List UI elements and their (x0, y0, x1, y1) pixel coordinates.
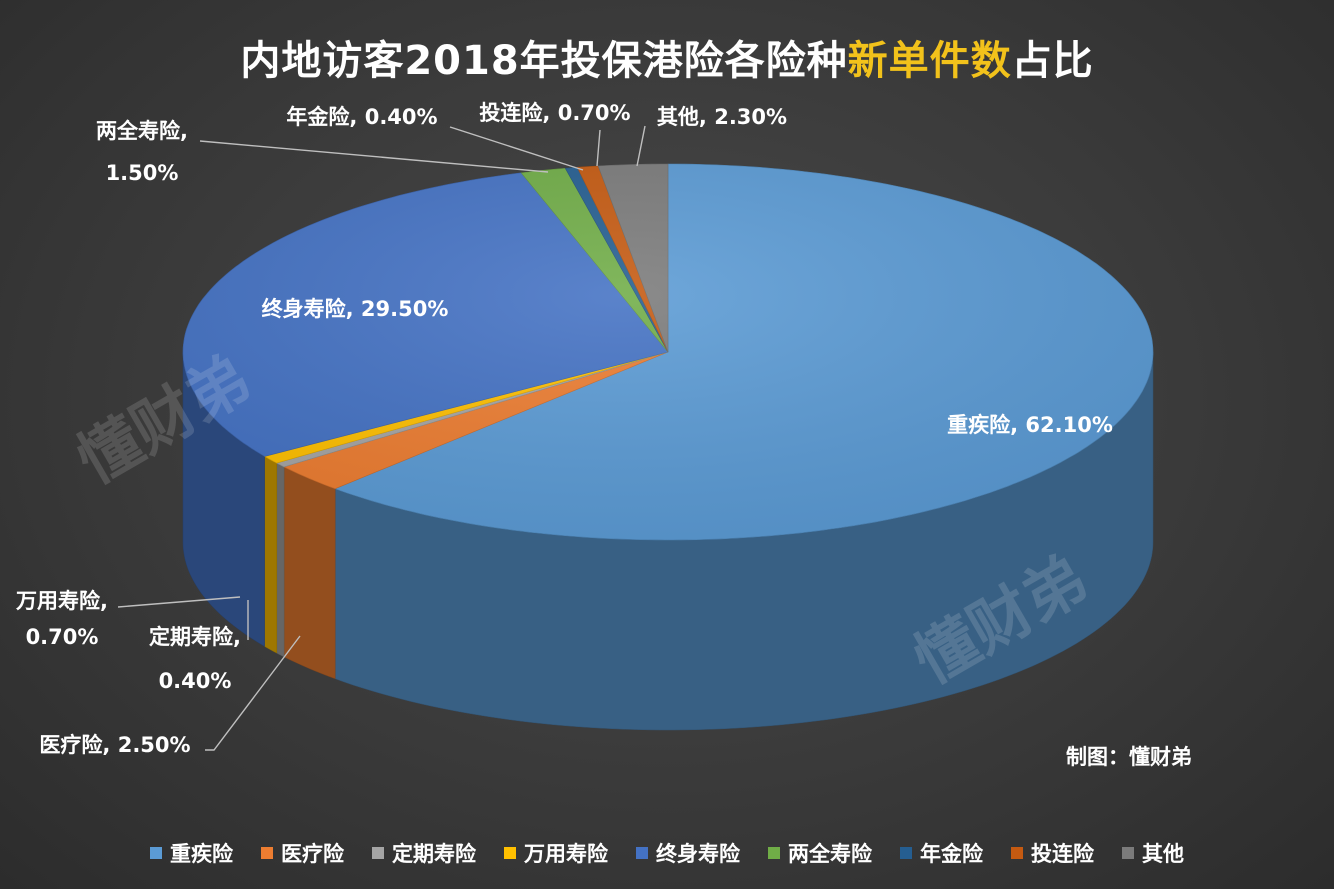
data-label-0: 重疾险, 62.10% (947, 413, 1113, 437)
legend-item-2: 定期寿险 (372, 838, 476, 868)
legend-label: 投连险 (1031, 842, 1094, 866)
data-label-8: 其他, 2.30% (657, 105, 787, 129)
legend-swatch (261, 847, 273, 859)
legend-item-8: 其他 (1122, 838, 1184, 868)
title-prefix: 内地访客2018年投保港险各险种 (240, 38, 848, 84)
legend-swatch (768, 847, 780, 859)
leader-line-7 (596, 129, 601, 167)
legend-label: 万用寿险 (524, 842, 608, 866)
legend-label: 其他 (1142, 842, 1184, 866)
legend-item-4: 终身寿险 (636, 838, 740, 868)
legend-label: 两全寿险 (788, 842, 872, 866)
chart-title: 内地访客2018年投保港险各险种新单件数占比 (0, 28, 1334, 86)
legend-swatch (150, 847, 162, 859)
legend-swatch (372, 847, 384, 859)
data-label-5: 两全寿险, (96, 119, 188, 143)
legend-swatch (636, 847, 648, 859)
pie-side-3 (264, 455, 278, 654)
data-label-6: 年金险, 0.40% (286, 105, 437, 129)
leader-line-5 (199, 140, 549, 173)
legend-item-0: 重疾险 (150, 838, 233, 868)
legend-swatch (1122, 847, 1134, 859)
legend-swatch (1011, 847, 1023, 859)
chart-legend: 重疾险 医疗险 定期寿险 万用寿险 终身寿险 两全寿险 年金险 投连险 其他 (0, 838, 1334, 868)
legend-item-7: 投连险 (1011, 838, 1094, 868)
chart-credit: 制图：懂财弟 (1066, 745, 1192, 769)
data-label-3: 0.70% (26, 625, 99, 649)
legend-label: 年金险 (920, 842, 983, 866)
data-label-7: 投连险, 0.70% (479, 101, 630, 125)
legend-label: 重疾险 (170, 842, 233, 866)
legend-swatch (504, 847, 516, 859)
data-label-2: 定期寿险, (149, 625, 241, 649)
legend-label: 定期寿险 (392, 842, 476, 866)
legend-label: 终身寿险 (656, 842, 740, 866)
legend-swatch (900, 847, 912, 859)
legend-item-3: 万用寿险 (504, 838, 608, 868)
data-label-4: 终身寿险, 29.50% (262, 297, 449, 321)
leader-line-6 (449, 126, 584, 171)
data-label-3: 万用寿险, (15, 589, 108, 613)
legend-item-5: 两全寿险 (768, 838, 872, 868)
legend-item-6: 年金险 (900, 838, 983, 868)
data-label-1: 医疗险, 2.50% (39, 733, 190, 757)
pie-side-2 (276, 462, 285, 658)
leader-line-3 (117, 596, 241, 608)
leader-line-8 (636, 125, 646, 167)
leader-line-1 (205, 635, 301, 751)
pie-sheen (183, 164, 1153, 540)
legend-label: 医疗险 (281, 842, 344, 866)
data-label-2: 0.40% (159, 669, 232, 693)
title-highlight: 新单件数 (847, 38, 1012, 84)
legend-item-1: 医疗险 (261, 838, 344, 868)
title-suffix: 占比 (1011, 38, 1094, 84)
data-label-5: 1.50% (106, 161, 179, 185)
